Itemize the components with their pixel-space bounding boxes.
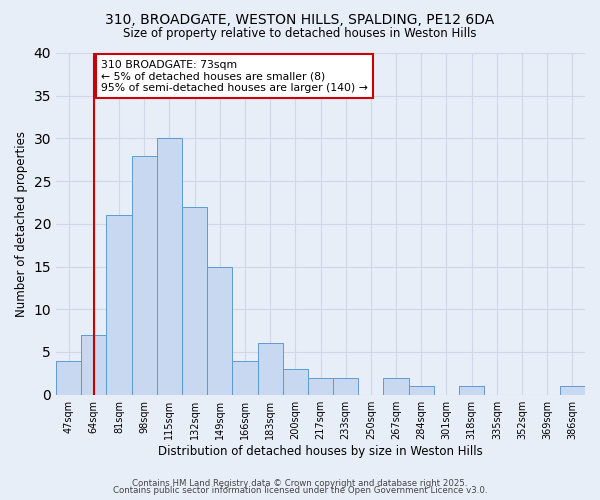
Bar <box>283 369 308 394</box>
Bar <box>560 386 585 394</box>
Bar <box>409 386 434 394</box>
Bar <box>232 360 257 394</box>
Bar <box>207 266 232 394</box>
X-axis label: Distribution of detached houses by size in Weston Hills: Distribution of detached houses by size … <box>158 444 483 458</box>
Bar <box>257 344 283 394</box>
Bar <box>459 386 484 394</box>
Text: Contains HM Land Registry data © Crown copyright and database right 2025.: Contains HM Land Registry data © Crown c… <box>132 478 468 488</box>
Bar <box>333 378 358 394</box>
Bar <box>308 378 333 394</box>
Y-axis label: Number of detached properties: Number of detached properties <box>15 131 28 317</box>
Bar <box>56 360 81 394</box>
Text: Size of property relative to detached houses in Weston Hills: Size of property relative to detached ho… <box>123 28 477 40</box>
Bar <box>106 216 131 394</box>
Bar <box>81 335 106 394</box>
Text: Contains public sector information licensed under the Open Government Licence v3: Contains public sector information licen… <box>113 486 487 495</box>
Bar <box>383 378 409 394</box>
Bar <box>182 207 207 394</box>
Bar <box>131 156 157 394</box>
Text: 310, BROADGATE, WESTON HILLS, SPALDING, PE12 6DA: 310, BROADGATE, WESTON HILLS, SPALDING, … <box>106 12 494 26</box>
Bar <box>157 138 182 394</box>
Text: 310 BROADGATE: 73sqm
← 5% of detached houses are smaller (8)
95% of semi-detache: 310 BROADGATE: 73sqm ← 5% of detached ho… <box>101 60 368 93</box>
